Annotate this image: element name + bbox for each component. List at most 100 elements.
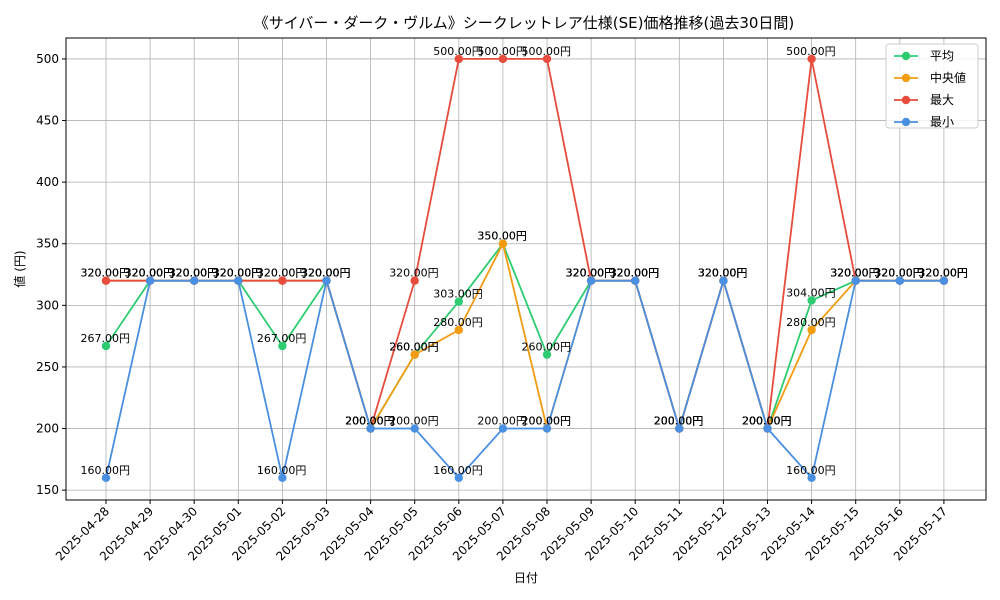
y-tick-label: 400 [36,175,59,189]
data-point [675,424,684,433]
data-label: 320.00円 [566,267,616,280]
data-label: 200.00円 [389,415,439,428]
data-label: 320.00円 [610,267,660,280]
data-label: 320.00円 [125,267,175,280]
data-label: 320.00円 [698,267,748,280]
series-4 [101,276,949,483]
data-point [631,276,640,285]
data-label: 200.00円 [522,415,572,428]
data-label: 320.00円 [213,267,263,280]
data-label: 200.00円 [345,415,395,428]
legend-marker [901,73,911,83]
data-label: 320.00円 [301,267,351,280]
data-point [498,54,508,64]
data-label: 320.00円 [918,267,968,280]
data-point [454,297,463,306]
data-label: 280.00円 [786,316,836,329]
data-label: 200.00円 [477,415,527,428]
data-label: 200.00円 [345,415,395,428]
data-label: 320.00円 [830,267,880,280]
data-label: 320.00円 [301,267,351,280]
y-tick-label: 500 [36,52,59,66]
y-tick-label: 350 [36,237,59,251]
data-label: 320.00円 [81,267,131,280]
legend-marker [901,51,911,61]
data-label: 320.00円 [830,267,880,280]
data-point [278,341,287,351]
data-label: 200.00円 [654,415,704,428]
data-point [895,276,904,285]
legend-box [885,43,979,129]
data-label: 320.00円 [610,267,660,280]
y-tick-label: 150 [36,483,59,497]
data-label: 320.00円 [169,267,219,280]
data-point [542,350,552,359]
data-label: 320.00円 [566,267,616,280]
y-tick-label: 250 [36,360,59,374]
data-label: 320.00円 [125,267,175,280]
data-label: 320.00円 [698,267,748,280]
data-point [322,276,331,285]
data-label: 320.00円 [918,267,968,280]
data-label: 320.00円 [213,267,263,280]
data-label: 160.00円 [257,464,307,477]
data-point [498,239,508,248]
data-point [101,473,111,483]
x-axis-label: 日付 [514,571,538,585]
grid-lines [66,38,986,500]
data-point [542,424,552,433]
data-labels: 267.00円320.00円320.00円320.00円267.00円320.0… [81,45,968,477]
data-label: 200.00円 [654,415,704,428]
data-label: 320.00円 [610,267,660,280]
data-point [454,473,463,483]
y-tick-label: 300 [36,298,59,312]
data-label: 200.00円 [742,415,792,428]
series-layer [101,54,949,483]
data-point [101,276,111,285]
data-label: 267.00円 [81,332,131,345]
data-label: 500.00円 [433,45,483,58]
data-point [190,276,199,285]
data-label: 500.00円 [522,45,572,58]
data-label: 350.00円 [477,230,527,243]
axis-ticks: 2025-04-282025-04-292025-04-302025-05-01… [36,52,950,563]
data-point [542,54,552,64]
data-point [278,473,287,483]
data-point [763,424,772,433]
data-point [498,424,508,433]
data-label: 320.00円 [213,267,263,280]
data-point [807,325,816,335]
data-label: 320.00円 [257,267,307,280]
data-point [454,54,463,64]
data-label: 320.00円 [213,267,263,280]
data-point [807,54,816,64]
data-point [719,276,728,285]
data-point [807,296,816,305]
data-label: 280.00円 [433,316,483,329]
data-label: 320.00円 [81,267,131,280]
y-axis-label: 値 (円) [12,250,27,287]
data-label: 350.00円 [477,230,527,243]
data-label: 200.00円 [654,415,704,428]
data-point [410,276,419,285]
data-label: 320.00円 [125,267,175,280]
data-label: 200.00円 [742,415,792,428]
data-label: 267.00円 [257,332,307,345]
data-label: 320.00円 [257,267,307,280]
data-label: 304.00円 [786,286,836,299]
data-point [145,276,155,285]
y-tick-label: 450 [36,114,59,128]
data-label: 260.00円 [389,341,439,354]
legend-marker [901,117,911,127]
data-label: 200.00円 [345,415,395,428]
legend-marker [901,95,911,105]
data-point [101,341,111,351]
data-label: 200.00円 [654,415,704,428]
y-tick-label: 200 [36,422,59,436]
data-point [278,276,287,285]
data-label: 320.00円 [874,267,924,280]
data-label: 200.00円 [522,415,572,428]
data-label: 260.00円 [522,341,572,354]
